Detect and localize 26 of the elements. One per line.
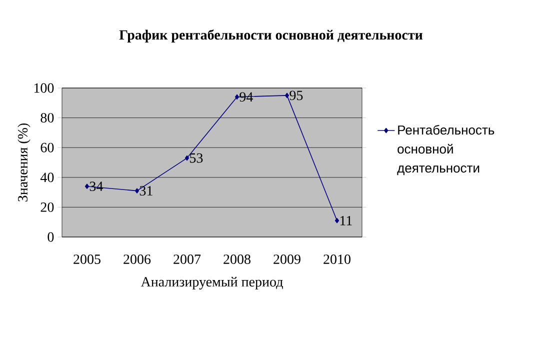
point: [184, 155, 190, 161]
chart-title: График рентабельности основной деятельности: [119, 30, 423, 42]
x-tick-label: 2007: [174, 254, 201, 264]
point: [234, 94, 240, 100]
y-tick-label: 60: [40, 142, 54, 152]
y-tick-label: 20: [40, 202, 54, 212]
x-tick-label: 2006: [124, 254, 151, 264]
x-tick-label: 2008: [224, 254, 250, 264]
x-tick-label: 2010: [324, 254, 350, 264]
x-axis-title: Анализируемый период: [140, 276, 283, 290]
data-label: 53: [190, 153, 203, 163]
x-tick-label: 2009: [274, 254, 300, 264]
y-tick-label: 100: [34, 83, 54, 93]
y-tick-label: 80: [40, 113, 54, 123]
point: [84, 184, 90, 189]
point: [134, 188, 140, 194]
x-tick-label: 2005: [74, 254, 100, 264]
y-tick-label: 0: [48, 232, 54, 242]
data-label: 95: [290, 90, 303, 100]
point: [334, 218, 340, 224]
y-axis-title: Значения (%): [18, 123, 30, 202]
data-label: 31: [140, 186, 152, 196]
legend-label: Рентабельность основной деятельности: [397, 124, 494, 176]
data-label: 11: [340, 216, 352, 226]
point: [284, 92, 290, 98]
y-tick-label: 40: [40, 172, 54, 182]
